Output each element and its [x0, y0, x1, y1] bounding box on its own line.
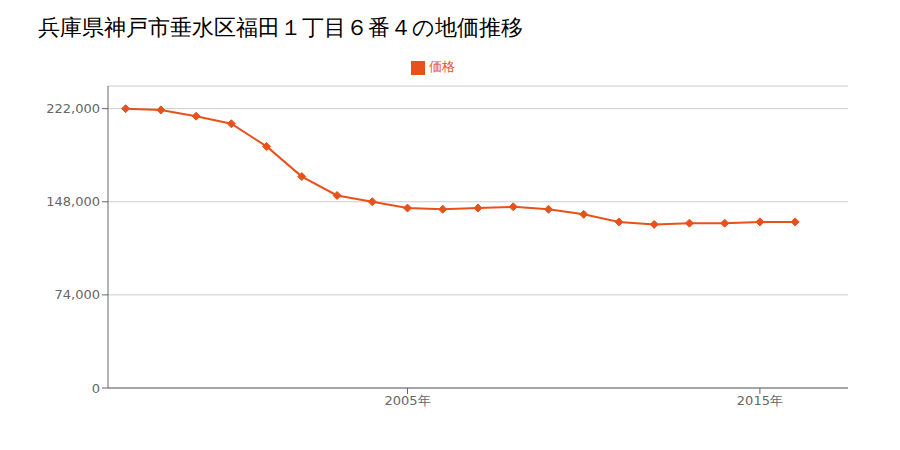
svg-text:2015年: 2015年	[737, 393, 783, 408]
html-text:兵庫県神戸市垂水区福田１丁目６番４の地価推移: 兵庫県神戸市垂水区福田１丁目６番４の地価推移	[38, 15, 523, 40]
svg-text:222,000: 222,000	[46, 101, 100, 116]
svg-text:148,000: 148,000	[46, 194, 100, 209]
html-text:価格: 価格	[429, 59, 455, 74]
svg-text:0: 0	[92, 381, 100, 396]
svg-text:2005年: 2005年	[384, 393, 430, 408]
svg-text:74,000: 74,000	[55, 287, 101, 302]
